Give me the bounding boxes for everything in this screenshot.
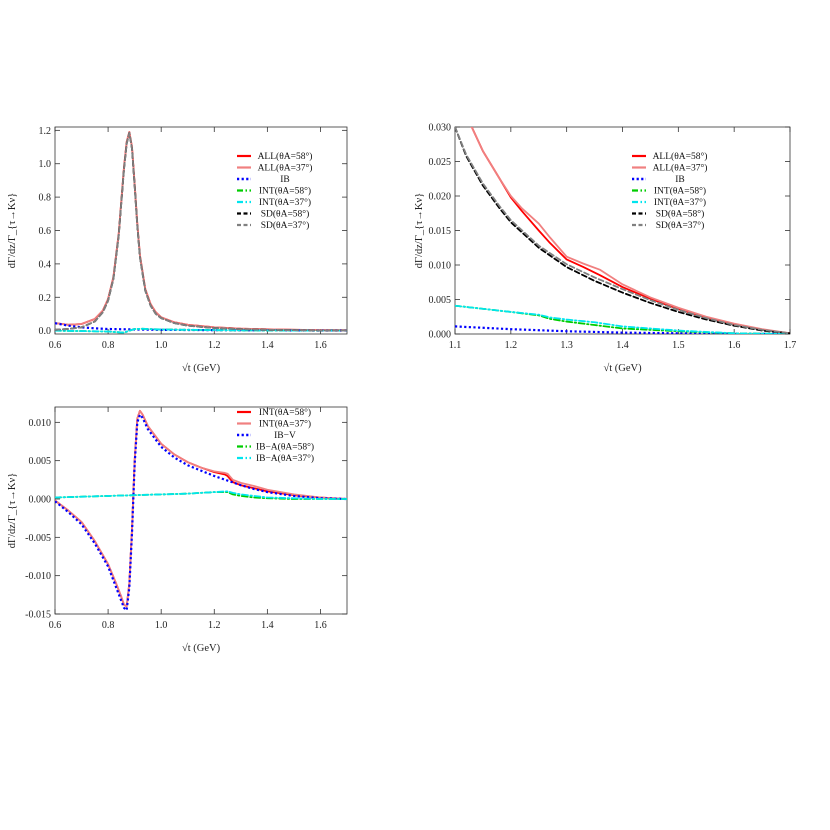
x-axis-label: √t (GeV) bbox=[603, 362, 642, 374]
y-tick-label: 0.020 bbox=[429, 192, 452, 203]
legend-label: IB bbox=[675, 175, 685, 185]
legend-label: ALL(θA=58°) bbox=[653, 151, 708, 162]
series-line bbox=[55, 409, 347, 608]
series-line bbox=[55, 131, 347, 332]
y-tick-label: 0.010 bbox=[29, 418, 52, 429]
x-tick-label: 1.2 bbox=[208, 340, 221, 351]
legend-label: ALL(θA=58°) bbox=[258, 151, 313, 162]
x-tick-label: 1.4 bbox=[261, 620, 274, 631]
legend-label: INT(θA=58°) bbox=[654, 186, 706, 197]
x-axis-label: √t (GeV) bbox=[182, 642, 221, 654]
legend-label: INT(θA=37°) bbox=[259, 197, 311, 208]
x-tick-label: 1.2 bbox=[505, 340, 517, 351]
legend-label: SD(θA=37°) bbox=[261, 220, 310, 231]
series-line bbox=[55, 413, 347, 612]
series-line bbox=[55, 131, 347, 332]
legend-label: INT(θA=58°) bbox=[259, 186, 311, 197]
legend-label: IB−V bbox=[274, 431, 296, 441]
legend-label: SD(θA=58°) bbox=[261, 209, 310, 220]
plot-frame bbox=[54, 406, 348, 615]
x-tick-label: 0.8 bbox=[102, 340, 115, 351]
chart-bottom-left: 0.6 0.8 1.0 1.2 1.4 1.6 -0.015 -0.010 -0.005 0.00… bbox=[7, 406, 348, 654]
legend-label: IB−A(θA=37°) bbox=[256, 453, 314, 464]
legend-label: IB−A(θA=58°) bbox=[256, 442, 314, 453]
legend-label: INT(θA=58°) bbox=[259, 407, 311, 418]
y-tick-label: 1.2 bbox=[39, 126, 52, 137]
x-tick-label: 1.0 bbox=[155, 620, 168, 631]
series-line bbox=[455, 325, 790, 334]
legend-label: SD(θA=58°) bbox=[656, 209, 705, 220]
y-tick-label: 1.0 bbox=[39, 159, 52, 170]
series-line bbox=[55, 490, 347, 500]
x-tick-label: 1.6 bbox=[728, 340, 741, 351]
x-axis-label: √t (GeV) bbox=[182, 362, 221, 374]
y-tick-label: 0.8 bbox=[39, 193, 52, 204]
y-axis-label: dΓ/dz/Γ_{τ→Kν} bbox=[7, 473, 18, 549]
plot-frame bbox=[454, 126, 791, 335]
x-tick-label: 1.6 bbox=[314, 340, 327, 351]
series-line bbox=[470, 127, 790, 334]
y-tick-label: 0.4 bbox=[39, 259, 52, 270]
x-tick-label: 1.2 bbox=[208, 620, 221, 631]
y-tick-label: -0.015 bbox=[25, 610, 51, 621]
y-tick-label: 0.000 bbox=[29, 495, 52, 506]
legend-label: INT(θA=37°) bbox=[259, 419, 311, 430]
y-tick-label: 0.0 bbox=[39, 326, 52, 337]
y-tick-label: 0.6 bbox=[39, 226, 52, 237]
x-tick-label: 1.7 bbox=[784, 340, 797, 351]
legend-label: INT(θA=37°) bbox=[654, 197, 706, 208]
y-axis-label: dΓ/dz/Γ_{τ→Kν} bbox=[7, 193, 18, 269]
legend-label: ALL(θA=37°) bbox=[653, 163, 708, 174]
x-tick-label: 1.5 bbox=[672, 340, 685, 351]
legend-label: SD(θA=37°) bbox=[656, 220, 705, 231]
y-tick-label: 0.010 bbox=[429, 261, 452, 272]
x-tick-label: 1.4 bbox=[261, 340, 274, 351]
y-tick-label: 0.2 bbox=[39, 293, 52, 304]
y-tick-label: -0.010 bbox=[25, 571, 51, 582]
y-tick-label: 0.025 bbox=[429, 157, 452, 168]
x-tick-label: 1.4 bbox=[616, 340, 629, 351]
y-axis-label: dΓ/dz/Γ_{τ→Kν} bbox=[414, 193, 425, 269]
series-line bbox=[455, 304, 790, 334]
x-tick-label: 1.3 bbox=[560, 340, 573, 351]
series-line bbox=[455, 127, 790, 334]
y-tick-label: 0.005 bbox=[429, 295, 452, 306]
x-tick-label: 1.0 bbox=[155, 340, 168, 351]
y-tick-label: 0.005 bbox=[29, 456, 52, 467]
chart-top-left: 0.6 0.8 1.0 1.2 1.4 1.6 0.0 0.2 0.4 0.6 0.8 1.0 1.2 √… bbox=[7, 126, 348, 374]
y-tick-label: -0.005 bbox=[25, 533, 51, 544]
series-line bbox=[455, 127, 790, 334]
x-tick-label: 1.1 bbox=[449, 340, 462, 351]
x-tick-label: 1.6 bbox=[314, 620, 327, 631]
chart-top-right: 1.1 1.2 1.3 1.4 1.5 1.6 1.7 0.000 0.005 0.010 0.01… bbox=[414, 123, 797, 375]
series-line bbox=[55, 409, 347, 608]
y-tick-label: 0.030 bbox=[429, 123, 452, 134]
y-tick-label: 0.000 bbox=[429, 330, 452, 341]
legend-label: IB bbox=[280, 175, 290, 185]
y-tick-label: 0.015 bbox=[429, 226, 452, 237]
series-line bbox=[55, 327, 347, 334]
legend-label: ALL(θA=37°) bbox=[258, 163, 313, 174]
x-tick-label: 0.6 bbox=[49, 620, 62, 631]
x-tick-label: 0.6 bbox=[49, 340, 62, 351]
x-tick-label: 0.8 bbox=[102, 620, 115, 631]
